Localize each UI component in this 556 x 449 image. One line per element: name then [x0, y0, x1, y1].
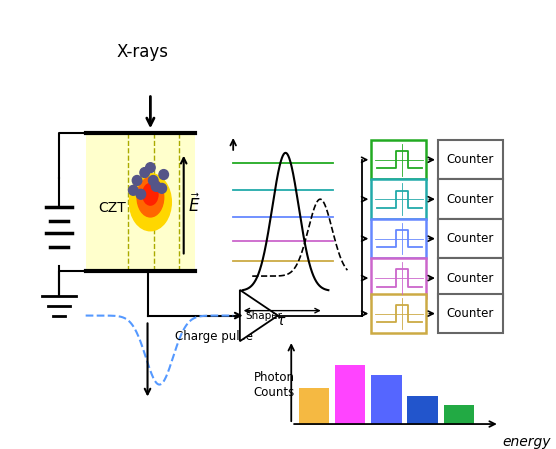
Ellipse shape [130, 174, 171, 231]
Ellipse shape [137, 177, 163, 217]
Bar [438, 219, 503, 258]
Bar [371, 294, 426, 333]
Text: Counter: Counter [446, 193, 494, 206]
Bar [438, 180, 503, 219]
Text: Counter: Counter [446, 232, 494, 245]
Text: X-rays: X-rays [117, 43, 169, 61]
Circle shape [157, 184, 167, 193]
Bar [371, 219, 426, 258]
Bar [438, 258, 503, 298]
Circle shape [128, 185, 138, 195]
Bar [444, 405, 474, 424]
Text: $\tau$: $\tau$ [276, 314, 286, 328]
Text: Photon
Counts: Photon Counts [254, 370, 295, 399]
Circle shape [151, 181, 161, 191]
Text: Counter: Counter [446, 307, 494, 320]
Bar [438, 294, 503, 333]
Circle shape [159, 170, 168, 180]
Bar [438, 140, 503, 180]
Bar [408, 396, 438, 424]
Ellipse shape [143, 184, 158, 205]
Text: CZT: CZT [98, 201, 126, 215]
Text: $\vec{E}$: $\vec{E}$ [188, 194, 201, 216]
Bar [371, 375, 401, 424]
Bar [371, 180, 426, 219]
Circle shape [140, 167, 150, 177]
Bar [335, 365, 365, 424]
Bar [371, 258, 426, 298]
Text: Charge pulse: Charge pulse [175, 330, 253, 343]
Circle shape [148, 176, 158, 185]
Text: Counter: Counter [446, 153, 494, 166]
Text: Counter: Counter [446, 272, 494, 285]
Text: Shaper: Shaper [246, 311, 282, 321]
Bar [86, 133, 195, 271]
Polygon shape [240, 290, 278, 341]
Bar [371, 140, 426, 180]
Bar [299, 388, 329, 424]
Circle shape [132, 176, 142, 185]
Text: energy: energy [503, 435, 551, 449]
Circle shape [136, 189, 146, 199]
Circle shape [146, 163, 155, 172]
